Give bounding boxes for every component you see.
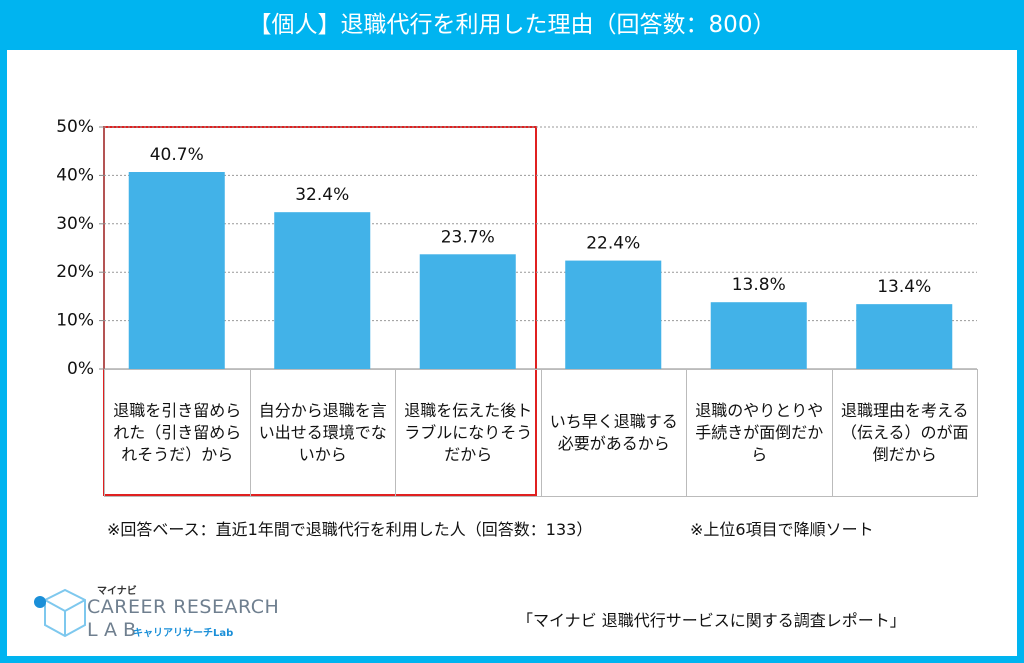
bar bbox=[274, 212, 371, 369]
data-label: 13.4% bbox=[877, 277, 931, 297]
bar bbox=[565, 260, 662, 369]
note: ※回答ベース：直近1年間で退職代行を利用した人（回答数：133） bbox=[107, 520, 593, 539]
x-tick-label: いち早く退職する必要があるから bbox=[540, 369, 687, 497]
bar bbox=[128, 172, 225, 369]
note: ※上位6項目で降順ソート bbox=[690, 520, 874, 539]
y-tick-label: 50% bbox=[56, 117, 94, 137]
y-tick-label: 30% bbox=[56, 214, 94, 234]
x-tick-label: 退職のやりとりや手続きが面倒だから bbox=[686, 369, 833, 497]
x-tick-label: 退職を伝えた後トラブルになりそうだから bbox=[395, 369, 542, 497]
data-label: 22.4% bbox=[586, 234, 640, 254]
y-tick-label: 10% bbox=[56, 311, 94, 331]
data-label: 32.4% bbox=[295, 185, 349, 205]
logo-sub: キャリアリサーチLab bbox=[133, 628, 234, 639]
chart-title: 【個人】退職代行を利用した理由（回答数：800） bbox=[7, 0, 1017, 50]
logo-icon bbox=[34, 588, 86, 638]
x-tick-label: 退職理由を考える（伝える）のが面倒だから bbox=[831, 369, 978, 497]
bar bbox=[856, 304, 953, 369]
y-tick-label: 20% bbox=[56, 262, 94, 282]
y-tick-label: 0% bbox=[67, 359, 94, 379]
chart: 0% 10% 20% 30% 40% 50% 40.7% 32.4% 23.7% 22.4% 13.… bbox=[34, 117, 977, 638]
data-label: 23.7% bbox=[441, 227, 495, 247]
logo-brand: マイナビ bbox=[97, 586, 137, 597]
x-tick-label: 退職を引き留められた（引き留められそうだ）から bbox=[104, 369, 251, 497]
bar bbox=[419, 254, 516, 369]
y-tick-label: 40% bbox=[56, 165, 94, 185]
source: 「マイナビ 退職代行サービスに関する調査レポート」 bbox=[517, 611, 906, 630]
x-tick-label: 自分から退職を言い出せる環境でないから bbox=[249, 369, 396, 497]
bar bbox=[710, 302, 807, 369]
data-label: 40.7% bbox=[150, 145, 204, 165]
logo-line2: LAB bbox=[87, 619, 143, 641]
logo-line1: CAREER RESEARCH bbox=[87, 596, 280, 618]
data-label: 13.8% bbox=[732, 275, 786, 295]
